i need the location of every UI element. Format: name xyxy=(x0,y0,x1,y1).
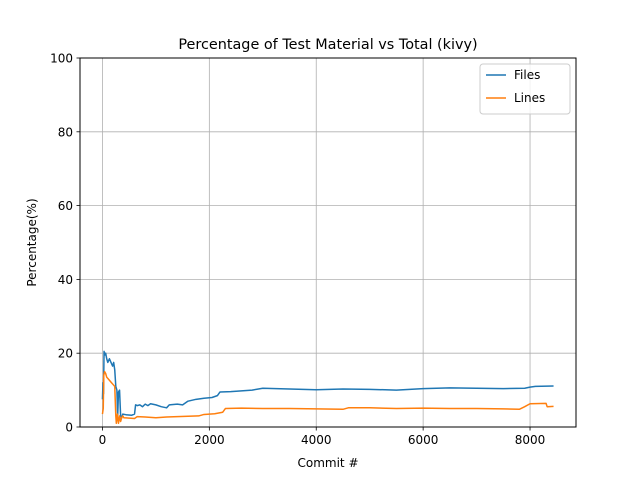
y-tick-label: 80 xyxy=(58,125,73,139)
x-tick-label: 0 xyxy=(99,433,107,447)
legend-label-files: Files xyxy=(514,68,540,82)
y-tick-label: 0 xyxy=(65,421,73,435)
y-tick-label: 20 xyxy=(58,347,73,361)
y-tick-label: 100 xyxy=(50,52,73,66)
axis-ticks: 0 2000 4000 6000 8000 0 20 40 60 80 100 xyxy=(50,52,545,448)
legend-label-lines: Lines xyxy=(514,91,545,105)
series-line-files xyxy=(101,350,554,419)
y-axis-label: Percentage(%) xyxy=(25,198,39,286)
legend: Files Lines xyxy=(479,63,571,115)
y-tick-label: 40 xyxy=(58,273,73,287)
x-tick-label: 4000 xyxy=(301,433,332,447)
x-axis-label: Commit # xyxy=(297,456,358,470)
chart-title: Percentage of Test Material vs Total (ki… xyxy=(178,37,477,53)
y-tick-label: 60 xyxy=(58,199,73,213)
x-tick-label: 8000 xyxy=(515,433,546,447)
legend-box xyxy=(479,63,571,115)
x-tick-label: 2000 xyxy=(194,433,225,447)
x-tick-label: 6000 xyxy=(408,433,439,447)
series-layer xyxy=(101,350,554,425)
plot-frame xyxy=(79,57,577,428)
series-line-lines xyxy=(101,370,554,425)
